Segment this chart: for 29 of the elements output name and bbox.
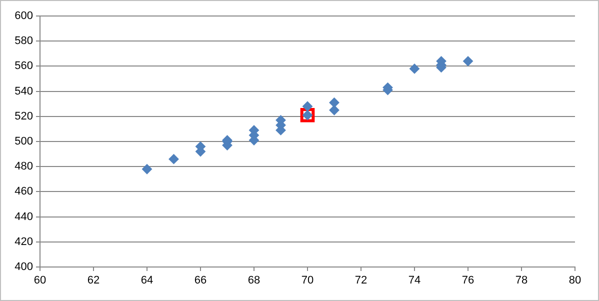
y-tick-label: 440 xyxy=(14,210,33,223)
y-tick-label: 420 xyxy=(14,236,33,248)
x-tick-label: 76 xyxy=(462,274,474,287)
point xyxy=(168,154,179,164)
y-tick-label: 580 xyxy=(14,35,33,48)
point xyxy=(142,164,152,174)
x-tick-label: 60 xyxy=(34,274,46,287)
x-tick-label: 72 xyxy=(354,274,368,287)
x-tick-label: 80 xyxy=(568,274,582,287)
point xyxy=(410,64,420,74)
point xyxy=(302,101,312,112)
point xyxy=(329,105,340,116)
point xyxy=(463,56,473,66)
y-tick-label: 560 xyxy=(14,60,33,72)
y-tick-label: 400 xyxy=(14,261,33,274)
point xyxy=(329,98,340,108)
x-tick-label: 68 xyxy=(248,274,260,287)
y-tick-label: 460 xyxy=(14,186,33,198)
y-tick-label: 480 xyxy=(14,160,33,173)
x-tick-label: 66 xyxy=(194,274,207,287)
y-tick-label: 500 xyxy=(14,136,33,148)
x-tick-label: 70 xyxy=(301,274,314,287)
x-tick-label: 64 xyxy=(140,274,154,287)
y-tick-label: 520 xyxy=(14,110,33,122)
y-tick-label: 600 xyxy=(14,10,33,22)
x-tick-label: 74 xyxy=(408,274,421,287)
x-tick-label: 62 xyxy=(87,274,100,287)
x-tick-label: 78 xyxy=(515,274,528,287)
y-tick-label: 540 xyxy=(14,85,33,98)
